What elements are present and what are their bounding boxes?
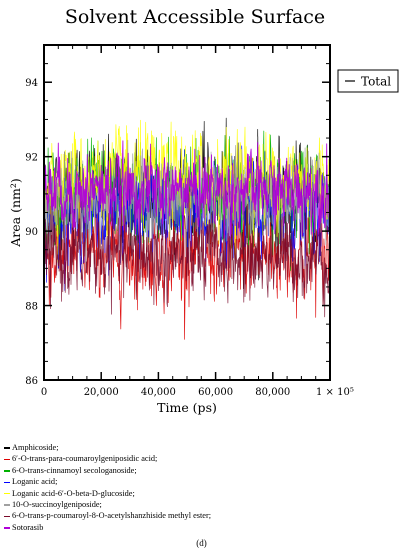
legend-label: Amphicoside;	[12, 443, 59, 452]
x-tick-label-3: 60,000	[198, 387, 233, 398]
trace-group	[44, 117, 330, 340]
legend-item: 6-O-trans-cinnamoyl secologanoside;	[4, 465, 399, 476]
legend-label: Loganic acid;	[12, 477, 58, 487]
series-line-2	[44, 183, 330, 340]
inner-legend: Total	[337, 69, 399, 93]
x-tick-label-0: 0	[41, 387, 47, 398]
legend-item: 6′-O-trans-para-coumaroylgeniposidic aci…	[4, 453, 399, 464]
series-line-7	[44, 185, 330, 318]
y-tick-label-0: 86	[25, 376, 38, 387]
figure-legend: Amphicoside; 6′-O-trans-para-coumaroylgen…	[4, 442, 399, 533]
legend-item: Loganic acid;	[4, 476, 399, 487]
y-tick-label-3: 92	[25, 153, 38, 164]
x-tick-label-2: 40,000	[141, 387, 176, 398]
legend-item: Sotorasib	[4, 522, 399, 533]
legend-label: Sotorasib	[12, 522, 44, 532]
panel-label: (d)	[196, 538, 207, 548]
legend-swatch	[4, 447, 10, 449]
legend-swatch	[4, 527, 10, 529]
chart-title: Solvent Accessible Surface	[64, 6, 326, 28]
legend-label: Loganic acid-6′-O-beta-D-glucoside;	[12, 488, 135, 498]
legend-swatch	[4, 458, 10, 461]
legend-label: 6-O-trans-cinnamoyl secologanoside;	[12, 465, 137, 475]
legend-swatch	[4, 504, 10, 506]
series-line-8	[44, 140, 330, 243]
legend-label: 10-O-succinoylgeniposide;	[12, 499, 102, 509]
legend-item: Amphicoside;	[4, 442, 399, 453]
legend-item: Loganic acid-6′-O-beta-D-glucoside;	[4, 488, 399, 499]
x-axis-label: Time (ps)	[157, 400, 217, 415]
legend-item: 10-O-succinoylgeniposide;	[4, 499, 399, 510]
legend-swatch	[4, 481, 10, 484]
x-tick-label-1: 20,000	[84, 387, 119, 398]
y-tick-label-1: 88	[25, 302, 38, 313]
legend-swatch	[4, 492, 10, 495]
legend-item: 6-O-trans-p-coumaroyl-8-O-acetylshanzhis…	[4, 510, 399, 521]
legend-swatch	[4, 515, 10, 518]
chart-plot: 0 20,000 40,000 60,000 80,000 1 × 10⁵ 86 88 90 92…	[8, 44, 399, 415]
legend-swatch	[4, 470, 10, 472]
y-axis-label: Area (nm²)	[8, 178, 23, 248]
x-tick-label-4: 80,000	[255, 387, 290, 398]
legend-label: 6-O-trans-p-coumaroyl-8-O-acetylshanzhis…	[12, 511, 212, 521]
inner-legend-label: Total	[361, 75, 391, 89]
legend-label: 6′-O-trans-para-coumaroylgeniposidic aci…	[12, 454, 158, 464]
x-tick-label-5: 1 × 10⁵	[316, 387, 354, 398]
y-tick-label-4: 94	[25, 78, 38, 89]
inner-legend-box	[337, 69, 399, 93]
y-tick-label-2: 90	[25, 227, 38, 238]
